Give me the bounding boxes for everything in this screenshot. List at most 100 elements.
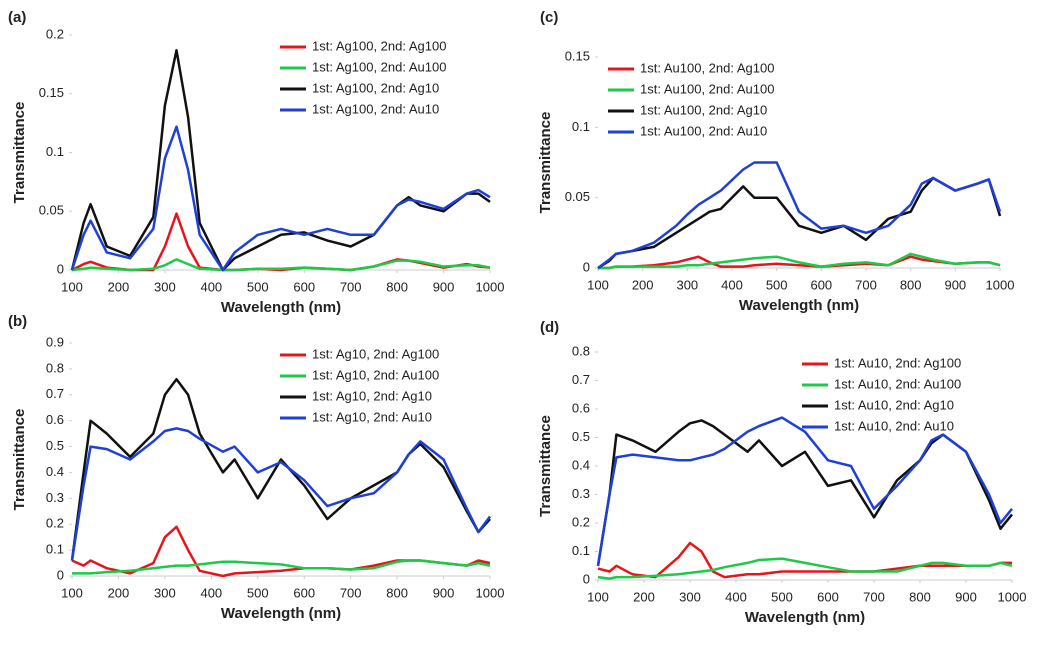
y-axis-label: Transmittance [11, 409, 28, 511]
x-axis-label: Wavelength (nm) [221, 299, 341, 316]
x-tick-label: 1000 [476, 585, 505, 600]
panel-label: (b) [8, 313, 27, 330]
x-tick-label: 200 [108, 279, 130, 294]
series-line [597, 557, 1013, 580]
x-tick-label: 400 [725, 589, 747, 604]
y-tick-label: 0.1 [46, 144, 64, 159]
legend-label: 1st: Ag100, 2nd: Au100 [312, 59, 446, 74]
y-tick-label: 0.2 [572, 514, 590, 529]
x-tick-label: 300 [154, 279, 176, 294]
x-tick-label: 100 [587, 589, 609, 604]
x-tick-label: 300 [679, 589, 701, 604]
x-tick-label: 600 [293, 279, 315, 294]
panel-label: (a) [8, 9, 26, 26]
x-tick-label: 900 [944, 277, 966, 292]
y-tick-label: 0.1 [572, 119, 590, 134]
x-tick-label: 700 [863, 589, 885, 604]
x-axis-label: Wavelength (nm) [745, 609, 865, 626]
x-tick-label: 100 [587, 277, 609, 292]
x-tick-label: 500 [771, 589, 793, 604]
series-line [598, 255, 1001, 270]
x-tick-label: 200 [632, 277, 654, 292]
legend-label: 1st: Ag100, 2nd: Ag10 [312, 80, 439, 95]
x-tick-label: 800 [909, 589, 931, 604]
y-tick-label: 0.4 [46, 464, 64, 479]
y-tick-label: 0.4 [572, 457, 590, 472]
x-tick-label: 200 [633, 589, 655, 604]
y-tick-label: 0.15 [565, 48, 590, 63]
x-tick-label: 500 [247, 279, 269, 294]
x-tick-label: 600 [810, 277, 832, 292]
y-tick-label: 0.6 [46, 412, 64, 427]
y-tick-label: 0 [57, 567, 64, 582]
x-tick-label: 100 [61, 585, 83, 600]
x-tick-label: 800 [900, 277, 922, 292]
y-tick-label: 0.8 [46, 360, 64, 375]
y-tick-label: 0.9 [46, 334, 64, 349]
legend-label: 1st: Ag10, 2nd: Au100 [312, 367, 439, 382]
y-tick-label: 0.6 [572, 400, 590, 415]
x-tick-label: 800 [386, 279, 408, 294]
y-tick-label: 0.3 [572, 486, 590, 501]
y-tick-label: 0.3 [46, 490, 64, 505]
x-tick-label: 500 [247, 585, 269, 600]
y-tick-label: 0.15 [39, 85, 64, 100]
y-tick-label: 0.2 [46, 26, 64, 41]
x-tick-label: 300 [676, 277, 698, 292]
x-tick-label: 900 [433, 279, 455, 294]
x-tick-label: 1000 [986, 277, 1015, 292]
y-tick-label: 0.5 [572, 429, 590, 444]
x-tick-label: 500 [766, 277, 788, 292]
x-tick-label: 1000 [998, 589, 1027, 604]
panel-label: (c) [540, 9, 558, 26]
x-tick-label: 1000 [476, 279, 505, 294]
y-axis-label: Transmittance [537, 112, 554, 214]
series-line [71, 258, 491, 272]
series-line [596, 416, 1013, 566]
series-line [596, 419, 1013, 566]
legend-label: 1st: Ag10, 2nd: Ag100 [312, 346, 439, 361]
legend-label: 1st: Au10, 2nd: Au10 [834, 418, 954, 433]
panel-label: (d) [540, 319, 559, 336]
series-line [70, 125, 491, 272]
x-tick-label: 600 [817, 589, 839, 604]
legend-label: 1st: Au100, 2nd: Ag100 [640, 60, 774, 75]
x-tick-label: 400 [721, 277, 743, 292]
y-tick-label: 0.1 [572, 543, 590, 558]
x-tick-label: 800 [386, 585, 408, 600]
x-tick-label: 600 [293, 585, 315, 600]
series-line [70, 427, 492, 561]
x-tick-label: 900 [955, 589, 977, 604]
legend-label: 1st: Au100, 2nd: Au10 [640, 123, 767, 138]
y-tick-label: 0.7 [46, 386, 64, 401]
x-axis-label: Wavelength (nm) [739, 297, 859, 314]
y-axis-label: Transmittance [11, 102, 28, 204]
y-tick-label: 0.7 [572, 372, 590, 387]
y-tick-label: 0.1 [46, 542, 64, 557]
x-tick-label: 700 [340, 279, 362, 294]
legend-label: 1st: Au100, 2nd: Ag10 [640, 102, 767, 117]
legend-label: 1st: Ag100, 2nd: Au10 [312, 101, 439, 116]
legend-label: 1st: Ag10, 2nd: Au10 [312, 409, 432, 424]
x-tick-label: 400 [200, 585, 222, 600]
legend-label: 1st: Au10, 2nd: Au100 [834, 376, 961, 391]
series-line [597, 541, 1012, 579]
x-tick-label: 900 [433, 585, 455, 600]
y-tick-label: 0.2 [46, 516, 64, 531]
y-tick-label: 0 [583, 259, 590, 274]
series-line [71, 525, 491, 578]
x-tick-label: 400 [200, 279, 222, 294]
y-tick-label: 0.05 [39, 203, 64, 218]
y-tick-label: 0.5 [46, 438, 64, 453]
x-tick-label: 700 [855, 277, 877, 292]
series-line [72, 559, 491, 575]
y-axis-label: Transmittance [537, 415, 554, 517]
series-line [70, 49, 491, 272]
series-line [71, 212, 491, 272]
x-axis-label: Wavelength (nm) [221, 605, 341, 622]
legend-label: 1st: Au10, 2nd: Ag100 [834, 355, 961, 370]
y-tick-label: 0.8 [572, 343, 590, 358]
x-tick-label: 700 [340, 585, 362, 600]
series-line [597, 161, 1002, 269]
